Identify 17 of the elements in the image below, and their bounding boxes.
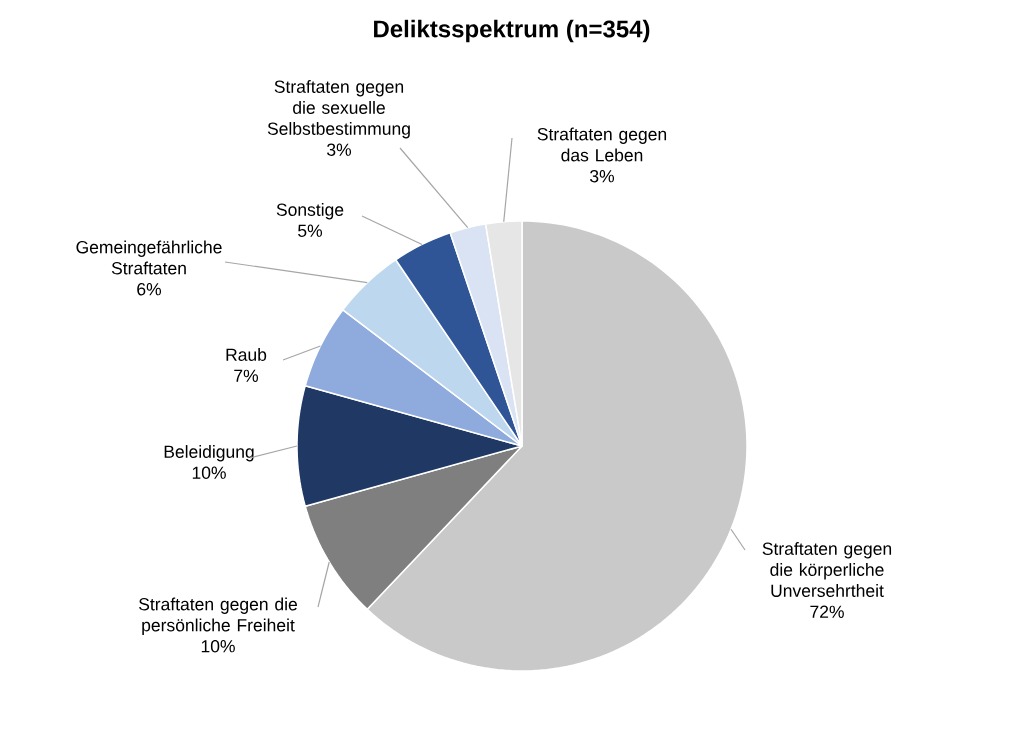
data-label: 3%	[590, 170, 615, 183]
slice-label: Sonstige	[276, 203, 344, 220]
data-label: 6%	[137, 283, 162, 296]
data-label: 7%	[234, 369, 259, 382]
slice-label: Straftaten gegen das Leben	[537, 127, 667, 162]
data-label: 72%	[810, 605, 844, 618]
slice-label: Straftaten gegen die persönliche Freiheit	[139, 597, 297, 635]
data-label: 10%	[201, 640, 235, 653]
slice-label: Raub	[226, 348, 267, 361]
data-label: 3%	[327, 143, 352, 156]
slice-label: Straftaten gegen die körperliche Unversehrtheit	[762, 542, 892, 597]
slice-label: Gemeingefährliche Straftaten	[76, 240, 222, 275]
slice-label: Beleidigung	[164, 445, 254, 462]
slice-label: Straftaten gegen die sexuelle Selbstbestimmung	[267, 80, 410, 139]
data-label: 10%	[192, 466, 226, 479]
chart-title: Deliktsspektrum (n=354)	[374, 19, 650, 43]
data-label: 5%	[298, 224, 323, 237]
